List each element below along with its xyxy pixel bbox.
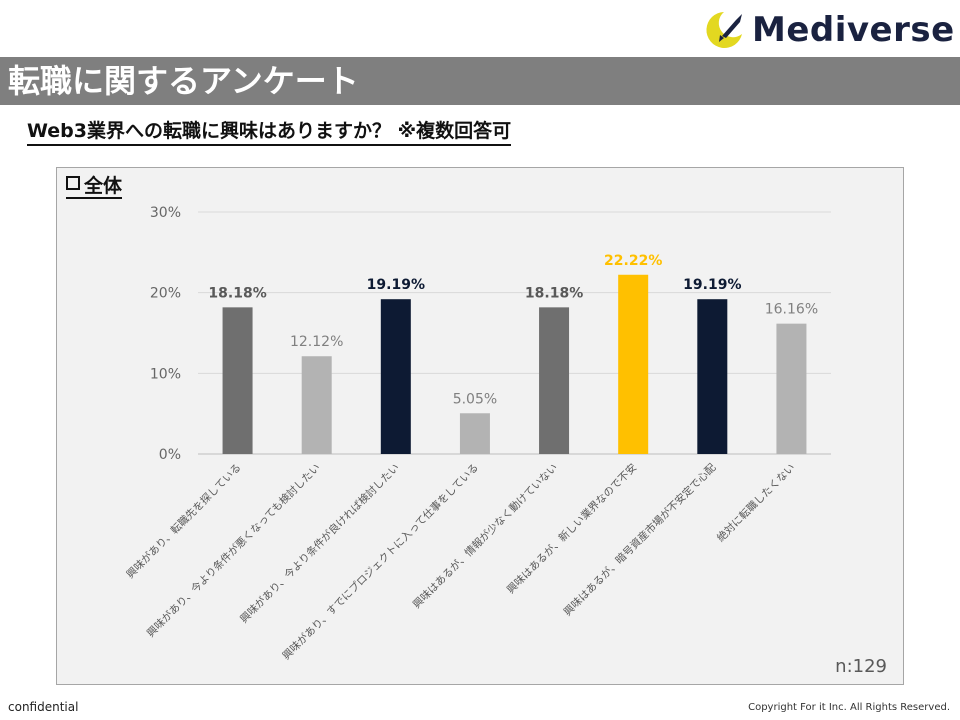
bar (618, 274, 649, 454)
x-tick-label: 興味があり、今より条件が悪くなっても検討したい (144, 461, 323, 640)
y-tick-label: 0% (159, 447, 181, 463)
x-tick-label: 興味があり、今より条件が良ければ検討したい (237, 461, 402, 626)
y-tick-label: 20% (150, 286, 181, 302)
chart-panel: 全体 0% 10% 20% 30% 18.18% 興味があり、転職先を探している 12.12… (56, 167, 904, 685)
data-label: 12.12% (290, 334, 343, 350)
y-tick-label: 30% (150, 205, 181, 221)
header-banner: 転職に関するアンケート (0, 57, 960, 105)
x-tick-label: 興味はあるが、新しい業界なので不安 (504, 461, 639, 596)
bar (697, 299, 728, 454)
data-label: 18.18% (525, 285, 583, 301)
data-label: 19.19% (367, 277, 425, 293)
x-tick-label: 興味はあるが、暗号資産市場が不安定で心配 (561, 461, 719, 619)
crescent-rocket-icon (706, 12, 742, 48)
bar-chart: 0%10%20%30%18.18%興味があり、転職先を探している12.12%興味… (124, 205, 887, 677)
checkbox-icon (66, 176, 80, 190)
section-label: 全体 (66, 175, 123, 199)
data-label: 22.22% (604, 253, 662, 269)
brand-name: Mediverse (752, 10, 955, 50)
bar (459, 413, 490, 454)
page-title: 転職に関するアンケート (8, 62, 359, 100)
bar (222, 307, 253, 454)
survey-question: Web3業界への転職に興味はありますか？ ※複数回答可 (27, 119, 512, 146)
copyright: Copyright For it Inc. All Rights Reserve… (748, 702, 950, 713)
x-tick-label: 絶対に転職したくない (714, 461, 797, 544)
bar (776, 323, 807, 454)
confidential-note: confidential (8, 700, 79, 714)
bar (301, 356, 332, 454)
x-tick-label: 興味はあるが、情報が少なく動けていない (410, 461, 560, 611)
data-label: 18.18% (208, 285, 266, 301)
data-label: 16.16% (765, 302, 818, 318)
brand-logo: Mediverse (702, 8, 954, 52)
data-label: 5.05% (453, 391, 497, 407)
bar (539, 307, 570, 454)
bar (380, 299, 411, 454)
sample-size-label: n:129 (835, 656, 887, 677)
y-tick-label: 10% (150, 366, 181, 382)
data-label: 19.19% (683, 277, 741, 293)
section-label-text: 全体 (84, 175, 123, 197)
